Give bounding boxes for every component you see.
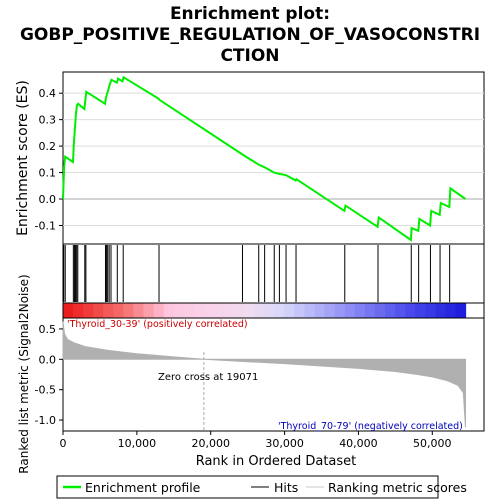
color-bar-segment [113,303,124,318]
metric-x-ticks: 0 10,000 20,000 30,000 40,000 50,000 [60,431,452,450]
color-bar-segment [163,303,175,318]
legend: Enrichment profile Hits Ranking metric s… [56,475,467,499]
color-bar-segment [435,303,447,318]
color-bar-segment [213,303,225,318]
title-line-3: CTION [220,46,279,66]
color-bar-segment [395,303,406,318]
color-bar-segment [354,303,366,318]
positively-correlated-label: 'Thyroid_30-39' (positively correlated) [67,319,248,330]
color-bar-segment [455,303,467,318]
color-bar-segment [193,303,205,318]
color-bar-segment [385,303,396,318]
color-bar-segment [344,303,356,318]
title-line-1: Enrichment plot: [170,4,330,24]
title-line-2: GOBP_POSITIVE_REGULATION_OF_VASOCONSTRI [20,25,480,45]
color-bar-segment [284,303,296,318]
color-bar-segment [123,303,135,318]
color-bar-segment [234,303,245,318]
color-bar-segment [334,303,346,318]
ranking-color-bar [63,303,467,318]
es-y-tick-label: 0.4 [39,87,57,100]
hits-panel-frame [62,243,485,304]
negatively-correlated-label: 'Thyroid_70-79' (negatively correlated) [278,421,463,432]
es-y-axis-label: Enrichment score (ES) [15,80,31,236]
x-tick-label: 30,000 [265,437,304,450]
color-bar-segment [143,303,155,318]
color-bar-segment [224,303,235,318]
color-bar-segment [244,303,255,318]
legend-frame [56,475,439,499]
color-bar-segment [133,303,145,318]
color-bar-segment [73,303,84,318]
ranking-metric-area [62,321,466,428]
es-y-tick-label: 0.2 [39,140,57,153]
es-y-ticks: -0.1 0.0 0.1 0.2 0.3 0.4 [35,87,63,232]
metric-y-axis-label: Ranked list metric (Signal2Noise) [17,274,31,473]
color-bar-segment [304,303,316,318]
x-tick-label: 0 [60,437,67,450]
x-tick-label: 40,000 [339,437,378,450]
es-y-tick-label: -0.1 [35,219,56,232]
color-bar-segment [153,303,165,318]
x-axis-label: Rank in Ordered Dataset [196,454,357,469]
color-bar-segment [254,303,265,318]
metric-y-tick-label: -1.0 [35,414,56,427]
color-bar-segment [324,303,336,318]
es-y-tick-label: 0.0 [39,193,57,206]
es-y-tick-label: 0.1 [39,167,57,180]
legend-hits-label: Hits [274,480,298,495]
enrichment-profile-line [62,75,467,242]
hits-marks [63,245,451,302]
color-bar-segment [445,303,457,318]
x-tick-label: 50,000 [413,437,452,450]
color-bar-segment [83,303,94,318]
metric-y-tick-label: 0.0 [39,353,57,366]
metric-y-ticks: -1.0 -0.5 0.0 0.5 [35,323,63,427]
color-bar-segment [103,303,114,318]
color-bar-segment [203,303,215,318]
es-panel-frame [62,71,485,245]
color-bar-segment [374,303,386,318]
x-tick-label: 10,000 [118,437,157,450]
metric-y-tick-label: -0.5 [35,384,56,397]
color-bar-segment [274,303,285,318]
color-bar-segment [425,303,436,318]
color-bar-segment [173,303,185,318]
color-bar-segment [294,303,306,318]
color-bar-segment [364,303,376,318]
color-bar-segment [93,303,104,318]
color-bar-segment [183,303,195,318]
color-bar-segment [405,303,416,318]
legend-profile-label: Enrichment profile [85,480,201,495]
es-y-tick-label: 0.3 [39,114,57,127]
legend-metric-label: Ranking metric scores [328,480,467,495]
metric-y-tick-label: 0.5 [39,323,57,336]
color-bar-segment [415,303,426,318]
color-bar-segment [63,303,74,318]
color-bar-segment [264,303,275,318]
x-tick-label: 20,000 [191,437,230,450]
zero-cross-label: Zero cross at 19071 [158,372,258,383]
color-bar-segment [314,303,326,318]
